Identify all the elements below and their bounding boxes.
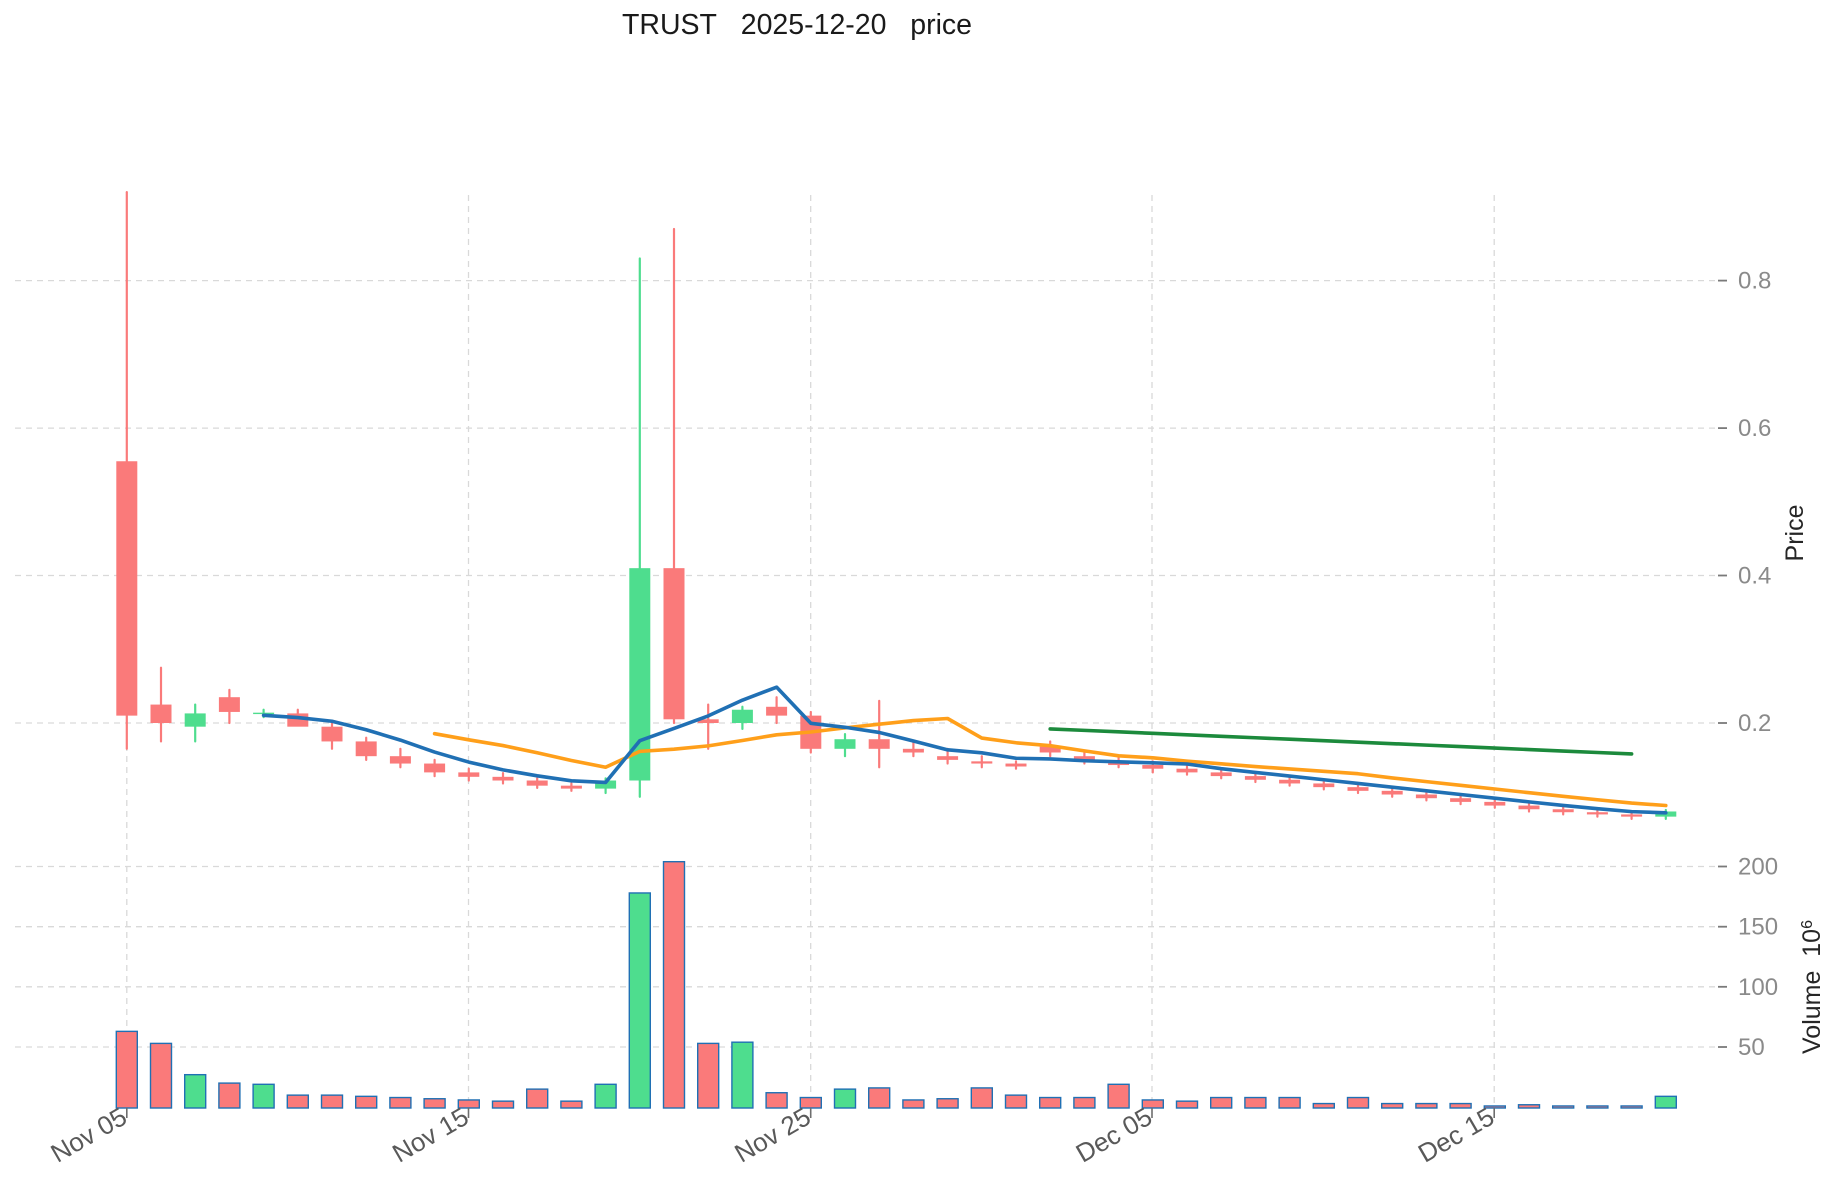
svg-text:0.4: 0.4 bbox=[1738, 563, 1771, 590]
svg-text:0.2: 0.2 bbox=[1738, 710, 1771, 737]
svg-text:0.8: 0.8 bbox=[1738, 268, 1771, 295]
svg-text:150: 150 bbox=[1738, 914, 1778, 941]
svg-text:200: 200 bbox=[1738, 854, 1778, 881]
svg-text:50: 50 bbox=[1738, 1034, 1765, 1061]
svg-text:TRUST 2025-12-20 price: TRUST 2025-12-20 price bbox=[622, 9, 972, 41]
svg-text:Volume 106: Volume 106 bbox=[1798, 920, 1826, 1054]
svg-text:100: 100 bbox=[1738, 974, 1778, 1001]
svg-text:Price: Price bbox=[1781, 505, 1809, 562]
svg-text:0.6: 0.6 bbox=[1738, 415, 1771, 442]
